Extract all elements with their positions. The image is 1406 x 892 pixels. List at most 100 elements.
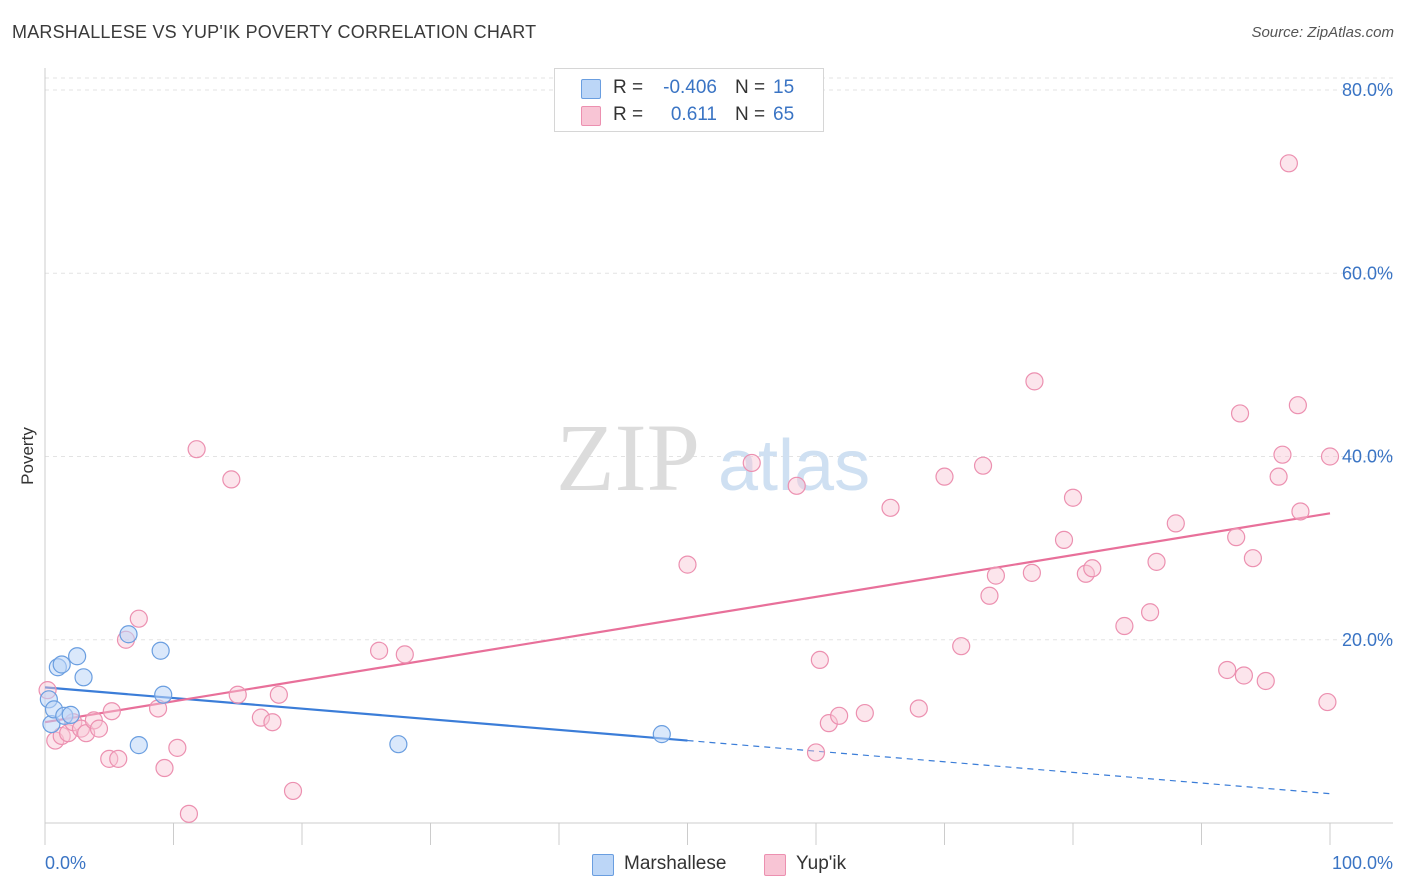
yupik-point bbox=[370, 641, 389, 660]
marshallese-swatch bbox=[581, 79, 601, 99]
yupik-point bbox=[881, 498, 900, 517]
yupik-point bbox=[1320, 447, 1340, 466]
marshallese-point bbox=[154, 685, 173, 704]
watermark-zip: ZIP bbox=[556, 404, 700, 511]
yupik-point bbox=[102, 702, 121, 721]
yupik-point bbox=[1025, 372, 1044, 391]
yupik-point bbox=[742, 453, 761, 473]
r-label: R = bbox=[613, 104, 644, 125]
marshallese-point bbox=[151, 641, 170, 660]
yupik-point bbox=[1234, 666, 1254, 685]
yupik-point bbox=[909, 699, 928, 718]
legend-row-yupik: R = 0.611 N = 65 bbox=[555, 102, 823, 128]
n-value: 15 bbox=[773, 77, 795, 98]
marshallese-point bbox=[389, 735, 408, 754]
yupik-point bbox=[1243, 549, 1263, 568]
yupik-point bbox=[986, 566, 1006, 585]
yupik-point bbox=[263, 713, 282, 732]
correlation-legend: R = -0.406 N = 15 R = 0.611 N = 65 bbox=[554, 68, 824, 132]
yupik-point bbox=[1063, 488, 1083, 507]
yupik-point bbox=[1256, 671, 1275, 691]
grid-lines bbox=[45, 77, 1393, 641]
yupik-point bbox=[1147, 552, 1166, 571]
yupik-point bbox=[251, 708, 270, 727]
marshallese-point bbox=[74, 668, 93, 687]
r-value: 0.611 bbox=[670, 104, 717, 125]
marshallese-trend-extension bbox=[687, 739, 1331, 795]
yupik-point bbox=[222, 470, 241, 489]
n-label: N = bbox=[735, 77, 766, 98]
yupik-point bbox=[89, 719, 109, 738]
y-axis-label: Poverty bbox=[18, 427, 37, 485]
yupik-point bbox=[830, 706, 849, 725]
yupik-point bbox=[269, 685, 288, 704]
x-tick-label-min: 0.0% bbox=[45, 853, 86, 873]
series-legend: Marshallese Yup'ik bbox=[0, 850, 1406, 878]
source-label: Source: ZipAtlas.com bbox=[1251, 24, 1394, 41]
yupik-point bbox=[973, 456, 993, 475]
x-tick-label-max: 100.0% bbox=[1332, 853, 1393, 873]
yupik-point bbox=[1054, 530, 1074, 549]
yupik-swatch bbox=[581, 106, 601, 126]
yupik-point bbox=[855, 703, 874, 723]
yupik-trend-line bbox=[44, 512, 1331, 724]
yupik-point bbox=[283, 781, 303, 801]
yupik-point bbox=[129, 609, 148, 628]
yupik-point bbox=[179, 804, 199, 823]
y-tick-label: 20.0% bbox=[1342, 630, 1393, 650]
marshallese-point bbox=[52, 655, 71, 674]
y-tick-label: 80.0% bbox=[1342, 80, 1393, 100]
yupik-point bbox=[1166, 514, 1185, 533]
r-label: R = bbox=[613, 77, 644, 98]
n-label: N = bbox=[735, 104, 766, 125]
yupik-swatch bbox=[764, 854, 786, 876]
marshallese-point bbox=[61, 705, 80, 724]
axes bbox=[44, 68, 1393, 845]
yupik-point bbox=[1279, 154, 1298, 173]
marshallese-trend-line bbox=[44, 686, 688, 742]
marshallese-point bbox=[652, 725, 671, 744]
yupik-point bbox=[1291, 502, 1310, 521]
yupik-point bbox=[806, 743, 826, 762]
yupik-point bbox=[1140, 603, 1160, 622]
yupik-point bbox=[109, 749, 128, 768]
yupik-point bbox=[787, 476, 806, 495]
legend-row-marshallese: R = -0.406 N = 15 bbox=[555, 75, 823, 101]
marshallese-point bbox=[119, 625, 138, 644]
yupik-point bbox=[187, 440, 206, 459]
yupik-point bbox=[395, 645, 414, 664]
marshallese-swatch bbox=[592, 854, 614, 876]
yupik-point bbox=[819, 714, 838, 733]
legend-label-yupik: Yup'ik bbox=[796, 853, 847, 874]
yupik-point bbox=[1022, 563, 1041, 582]
yupik-point bbox=[810, 650, 829, 670]
yupik-point bbox=[1288, 396, 1307, 415]
trend-lines bbox=[44, 512, 1331, 795]
yupik-point bbox=[1227, 528, 1246, 547]
n-value: 65 bbox=[773, 104, 795, 125]
yupik-point bbox=[952, 637, 971, 656]
yupik-point bbox=[678, 555, 697, 574]
yupik-point bbox=[1083, 559, 1102, 578]
yupik-point bbox=[228, 685, 247, 704]
tick-labels: 20.0% 40.0% 60.0% 80.0% 0.0% 100.0% bbox=[45, 80, 1393, 873]
legend-label-marshallese: Marshallese bbox=[624, 853, 727, 874]
yupik-point bbox=[155, 758, 174, 778]
r-value: -0.406 bbox=[663, 77, 717, 98]
yupik-point bbox=[1218, 660, 1237, 680]
watermark: ZIP atlas bbox=[556, 404, 870, 511]
y-tick-label: 40.0% bbox=[1342, 447, 1393, 467]
yupik-point bbox=[1269, 467, 1288, 486]
yupik-point bbox=[935, 467, 954, 486]
chart-title: MARSHALLESE VS YUP'IK POVERTY CORRELATIO… bbox=[12, 22, 537, 42]
marshallese-point bbox=[129, 736, 148, 755]
yupik-point bbox=[1273, 445, 1292, 464]
yupik-point bbox=[1230, 404, 1250, 423]
yupik-point bbox=[980, 586, 999, 605]
marshallese-point bbox=[68, 647, 87, 666]
yupik-point bbox=[1115, 616, 1134, 636]
yupik-point bbox=[1318, 692, 1337, 712]
y-tick-label: 60.0% bbox=[1342, 263, 1393, 283]
yupik-point bbox=[168, 738, 187, 757]
